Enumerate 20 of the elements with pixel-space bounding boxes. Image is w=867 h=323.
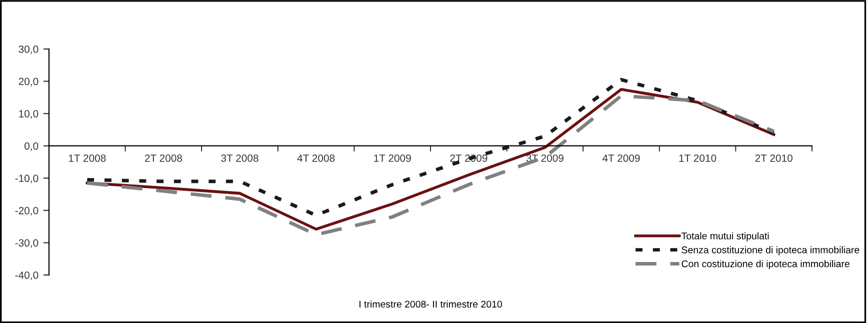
x-tick-label: 3T 2008 (221, 154, 258, 162)
x-axis-title: I trimestre 2008- II trimestre 2010 (360, 300, 502, 308)
x-tick-label: 1T 2010 (679, 154, 716, 162)
y-tick-label: 10,0 (19, 110, 38, 119)
y-tick-label: 0,0 (24, 142, 38, 151)
y-tick-label: -40,0 (15, 272, 38, 280)
legend-label: Senza costituzione di ipoteca immobiliare (682, 246, 860, 256)
x-tick-label: 4T 2008 (297, 154, 335, 162)
y-tick-label: -30,0 (15, 239, 38, 248)
x-tick-label: 4T 2009 (602, 154, 640, 162)
y-tick-label: -10,0 (15, 174, 38, 184)
x-tick-label: 2T 2010 (755, 154, 792, 162)
y-tick-label: -20,0 (15, 206, 38, 216)
y-tick-label: 30,0 (18, 46, 38, 54)
legend-label: Totale mutui stipulati (681, 232, 769, 242)
x-tick-label: 2T 2008 (144, 154, 182, 162)
x-tick-label: 1T 2009 (374, 154, 411, 162)
x-tick-label: 1T 2008 (68, 154, 106, 162)
legend-label: Con costituzione di ipoteca immobiliare (682, 260, 850, 270)
y-tick-label: 20,0 (18, 78, 38, 86)
